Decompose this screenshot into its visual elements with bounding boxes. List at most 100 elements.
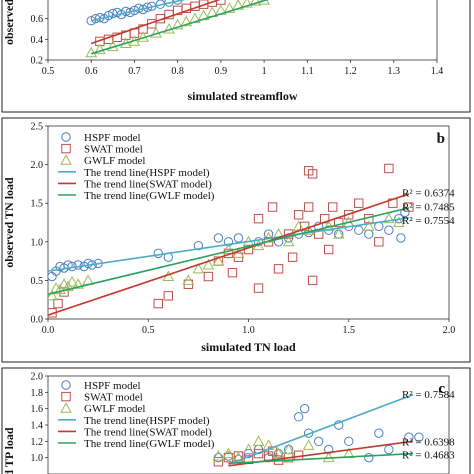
legend-marker (61, 143, 71, 154)
data-point (396, 233, 406, 243)
x-axis-label: simulated TN load (201, 340, 296, 354)
y-tick-label: 1.0 (31, 453, 44, 464)
legend-label: GWLF model (84, 403, 145, 415)
y-axis-label: observed (2, 0, 16, 45)
x-tick-label: 0.7 (128, 66, 141, 77)
trend-line-swat (90, 0, 221, 45)
y-tick-label: 2.0 (31, 160, 44, 171)
legend-marker (60, 402, 72, 413)
trend-line-gwlf (90, 0, 269, 55)
y-tick-label: 0.2 (31, 56, 44, 67)
data-point (374, 237, 384, 247)
x-tick-label: 0.6 (85, 66, 98, 77)
x-tick-label: 0.8 (171, 66, 184, 77)
legend-label: The trend line(SWAT model) (84, 426, 212, 438)
data-point (232, 247, 245, 258)
trend-line-hspf (48, 217, 410, 272)
chart-panel-a: 0.5 0.6 0.7 0.8 0.9 1 1.1 1.2 1.3 1.4 0.2 0.4 0.6 sim… (1, 0, 471, 113)
data-point (404, 202, 414, 212)
trend-line-gwlf (48, 207, 410, 296)
data-point (253, 283, 264, 293)
panel-frame (1, 0, 471, 113)
trend-line-swat (48, 193, 410, 316)
y-tick-label: 1.0 (31, 237, 44, 248)
data-point (63, 260, 73, 270)
data-point (307, 275, 318, 286)
y-tick-label: 0.6 (31, 14, 44, 25)
y-tick-label: 0.5 (31, 276, 44, 287)
data-point (283, 229, 294, 239)
data-point (384, 163, 394, 174)
data-point (222, 243, 235, 255)
x-tick-label: 2.0 (443, 325, 456, 336)
plot-content (48, 163, 414, 318)
trend-line-gwlf (228, 452, 413, 465)
data-point (393, 216, 405, 227)
data-point (86, 16, 96, 26)
data-point (182, 274, 195, 285)
data-point (223, 237, 234, 247)
data-point (242, 443, 255, 454)
data-point (83, 258, 93, 269)
data-point (362, 220, 375, 231)
data-point (48, 289, 58, 301)
x-tick-label: 1.2 (344, 66, 357, 77)
data-point (302, 224, 315, 235)
data-point (213, 457, 224, 467)
y-axis-label: observed TN load (2, 177, 16, 268)
data-point (212, 255, 225, 266)
y-tick-label: 1.2 (31, 437, 44, 448)
data-point (203, 271, 214, 282)
y-tick-label: 1.6 (31, 404, 44, 415)
data-point (233, 233, 244, 243)
data-point (354, 198, 364, 208)
data-point (267, 202, 278, 212)
data-point (364, 452, 374, 463)
legend-label: The trend line(GWLF model) (84, 438, 215, 450)
trend-line-hspf (228, 394, 414, 465)
data-point (383, 212, 395, 224)
x-tick-label: 0.0 (42, 325, 55, 336)
data-point (180, 15, 193, 27)
x-tick-label: 1.5 (343, 325, 356, 336)
data-point (253, 448, 264, 459)
data-point (72, 278, 84, 289)
y-tick-label: 0.0 (31, 315, 44, 326)
chart-panel-c: 1.0 1.2 1.4 1.6 1.8 2.0 d TP load cR² = 0.7584 R… (1, 367, 471, 474)
data-point (249, 0, 262, 6)
legend-label: The trend line(HSPF model) (84, 167, 210, 179)
panel-frame (1, 117, 471, 363)
data-point (293, 412, 304, 422)
data-point (240, 0, 253, 8)
data-point (153, 248, 163, 259)
x-tick-label: 1 (262, 66, 267, 77)
data-point (313, 436, 324, 447)
data-point (302, 439, 315, 450)
y-tick-label: 1.5 (31, 199, 44, 210)
data-point (253, 213, 264, 224)
y-tick-label: 2.0 (31, 372, 44, 383)
data-point (282, 443, 295, 454)
data-point (272, 447, 285, 459)
data-point (299, 403, 310, 414)
data-point (73, 260, 83, 270)
data-point (287, 252, 298, 262)
data-point (253, 237, 264, 247)
data-point (66, 275, 78, 287)
x-tick-label: 0.9 (215, 66, 228, 77)
x-tick-label: 0.5 (42, 66, 55, 77)
data-point (153, 298, 163, 309)
data-point (344, 436, 354, 447)
x-tick-label: 1.1 (301, 66, 314, 77)
data-point (94, 43, 106, 55)
r-squared-label: R² = 0.7584 (402, 389, 455, 401)
data-point (384, 225, 394, 235)
data-point (324, 244, 334, 255)
plot-area (47, 0, 438, 61)
data-point (212, 450, 225, 461)
r-squared-label: R² = 0.6398 (402, 436, 455, 448)
data-point (202, 258, 215, 270)
